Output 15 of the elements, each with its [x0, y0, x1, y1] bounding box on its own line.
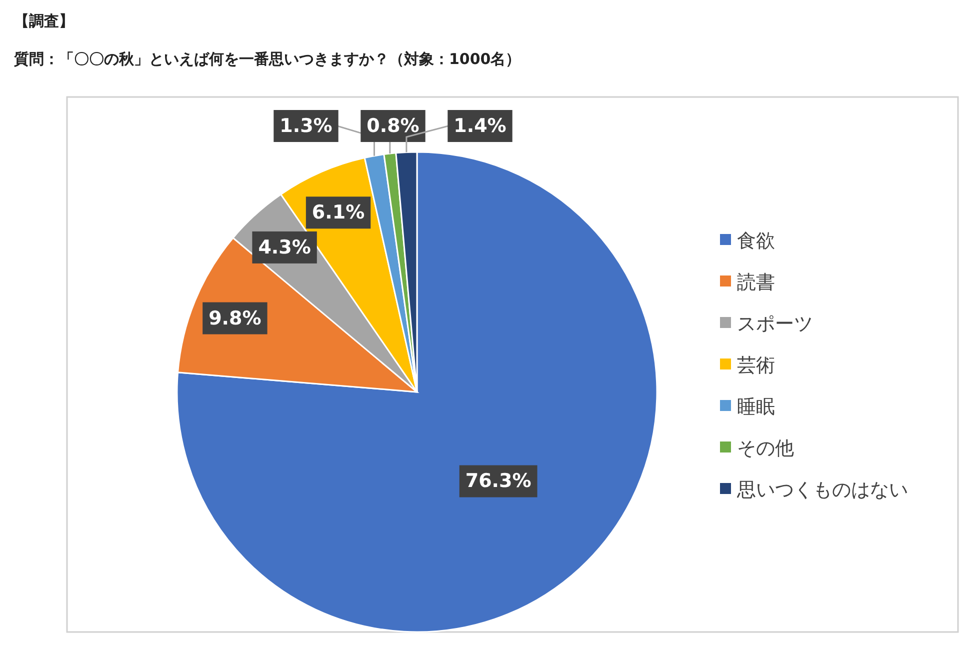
legend-label: 読書 — [737, 272, 775, 294]
legend-label: 睡眠 — [737, 396, 775, 418]
data-label: 1.3% — [280, 115, 332, 137]
text: 【調査】 — [14, 12, 74, 30]
data-label: 9.8% — [208, 307, 262, 330]
legend-label: 食欲 — [737, 230, 775, 252]
data-label: 6.1% — [312, 202, 365, 224]
legend-label: その他 — [737, 438, 794, 460]
data-label: 76.3% — [465, 470, 532, 492]
data-label: 1.4% — [454, 115, 506, 137]
chart-subtitle: 質問：「〇〇の秋」といえば何を一番思いつきますか？（対象：1000名） — [13, 50, 521, 68]
data-label: 4.3% — [258, 236, 311, 258]
legend-label: スポーツ — [737, 313, 813, 335]
data-label: 0.8% — [366, 115, 420, 137]
legend-label: 芸術 — [737, 354, 775, 376]
